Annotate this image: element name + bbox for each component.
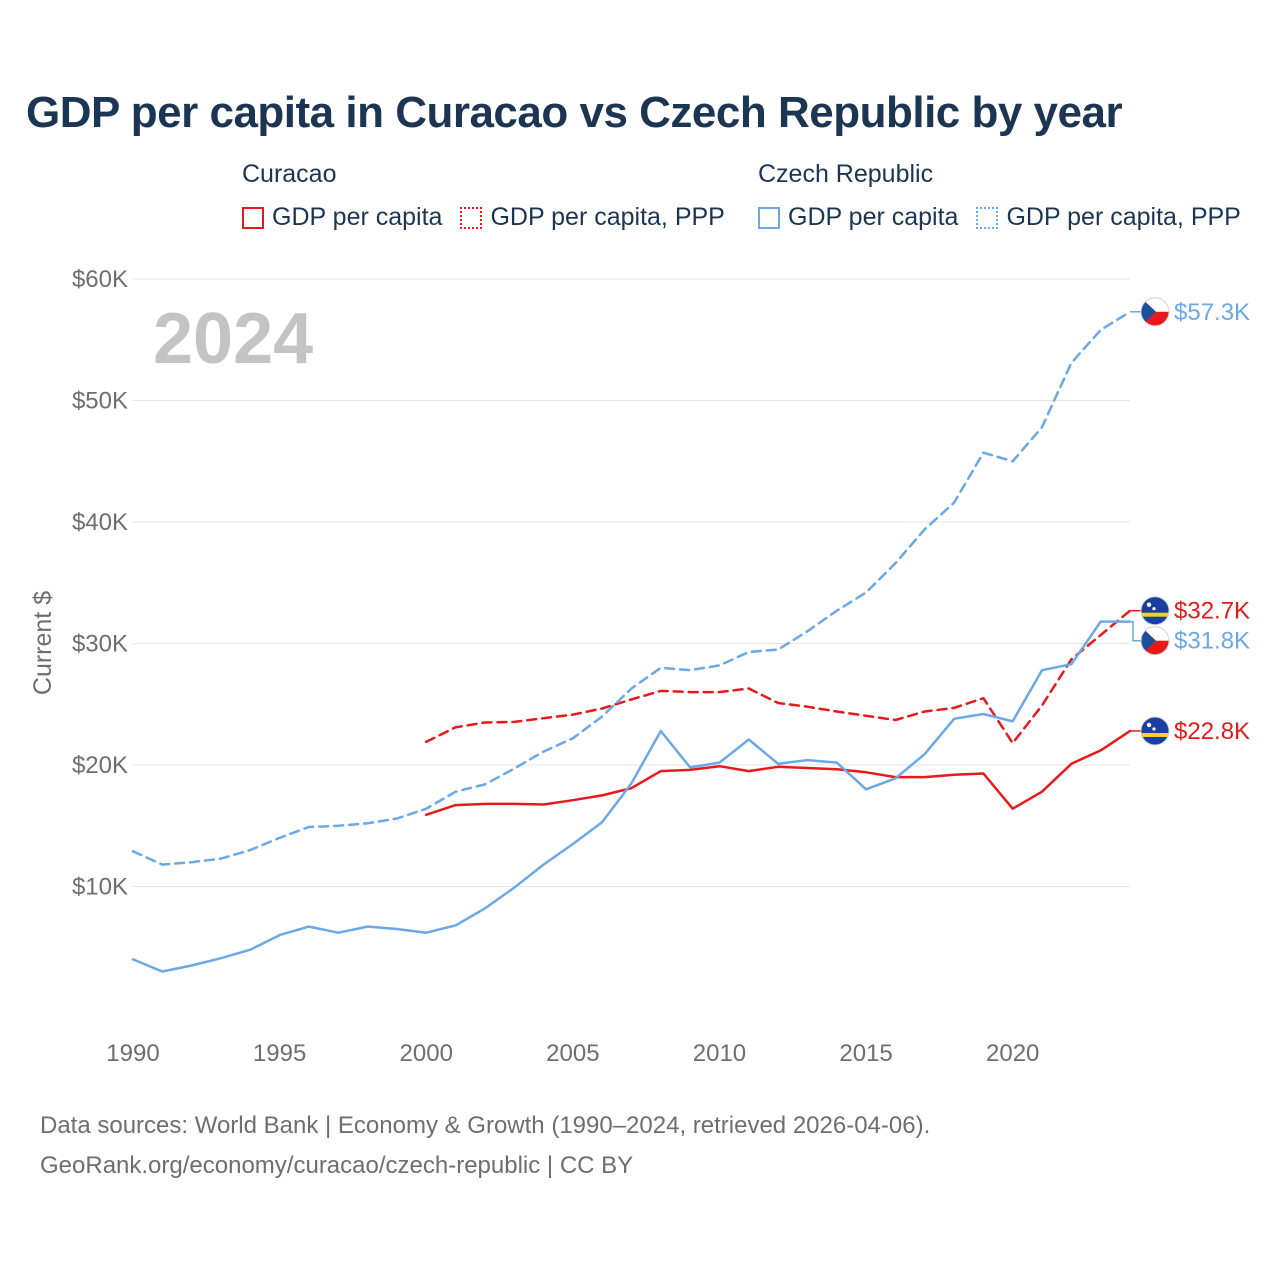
legend-group-curacao: Curacao GDP per capita GDP per capita, P…	[242, 160, 725, 232]
end-value-label: $57.3K	[1174, 299, 1250, 326]
end-value-label: $31.8K	[1174, 628, 1250, 655]
end-value-label: $22.8K	[1174, 718, 1250, 745]
legend-item-czech-gdp[interactable]: GDP per capita	[758, 203, 958, 232]
source-url: GeoRank.org/economy/curacao/czech-republ…	[40, 1152, 634, 1179]
footer: Data sources: World Bank | Economy & Gro…	[40, 1106, 930, 1186]
curacao-flag-icon	[1140, 716, 1170, 746]
x-tick-label: 1990	[106, 1040, 159, 1067]
year-watermark: 2024	[153, 299, 313, 379]
x-tick-label: 1995	[253, 1040, 306, 1067]
legend-label: GDP per capita, PPP	[490, 203, 725, 231]
chart-title: GDP per capita in Curacao vs Czech Repub…	[26, 88, 1123, 137]
czech-flag-icon	[1140, 297, 1170, 327]
series-line	[131, 620, 1132, 973]
legend-label: GDP per capita, PPP	[1006, 203, 1241, 231]
y-axis-label: Current $	[29, 591, 57, 695]
y-tick-label: $40K	[72, 509, 128, 536]
y-tick-label: $30K	[72, 631, 128, 658]
end-value-label: $32.7K	[1174, 598, 1250, 625]
data-sources-note: Data sources: World Bank | Economy & Gro…	[40, 1112, 931, 1139]
series-line	[424, 609, 1132, 745]
legend-label: GDP per capita	[272, 203, 443, 231]
y-tick-label: $10K	[72, 874, 128, 901]
x-tick-label: 2005	[546, 1040, 599, 1067]
curacao-flag-icon	[1140, 596, 1170, 626]
legend-group-title: Curacao	[242, 160, 337, 188]
legend-swatch	[242, 206, 264, 229]
legend-label: GDP per capita	[788, 203, 959, 231]
label-connector	[1130, 620, 1141, 642]
czech-flag-icon	[1140, 626, 1170, 656]
y-tick-label: $50K	[72, 388, 128, 415]
y-tick-label: $20K	[72, 752, 128, 779]
series-line	[131, 310, 1132, 866]
series-line	[424, 729, 1132, 817]
legend-item-curacao-gdp-ppp[interactable]: GDP per capita, PPP	[460, 203, 725, 232]
x-tick-label: 2000	[400, 1040, 453, 1067]
x-tick-label: 2010	[693, 1040, 746, 1067]
legend-item-curacao-gdp[interactable]: GDP per capita	[242, 203, 442, 232]
legend-swatch	[460, 206, 483, 229]
x-tick-label: 2020	[986, 1040, 1039, 1067]
legend-swatch	[976, 206, 999, 229]
legend-item-czech-gdp-ppp[interactable]: GDP per capita, PPP	[976, 203, 1241, 232]
x-tick-label: 2015	[839, 1040, 892, 1067]
y-tick-label: $60K	[72, 266, 128, 293]
legend-group-czech-republic: Czech Republic GDP per capita GDP per ca…	[758, 160, 1241, 232]
legend-group-title: Czech Republic	[758, 160, 934, 188]
legend-swatch	[758, 206, 780, 229]
